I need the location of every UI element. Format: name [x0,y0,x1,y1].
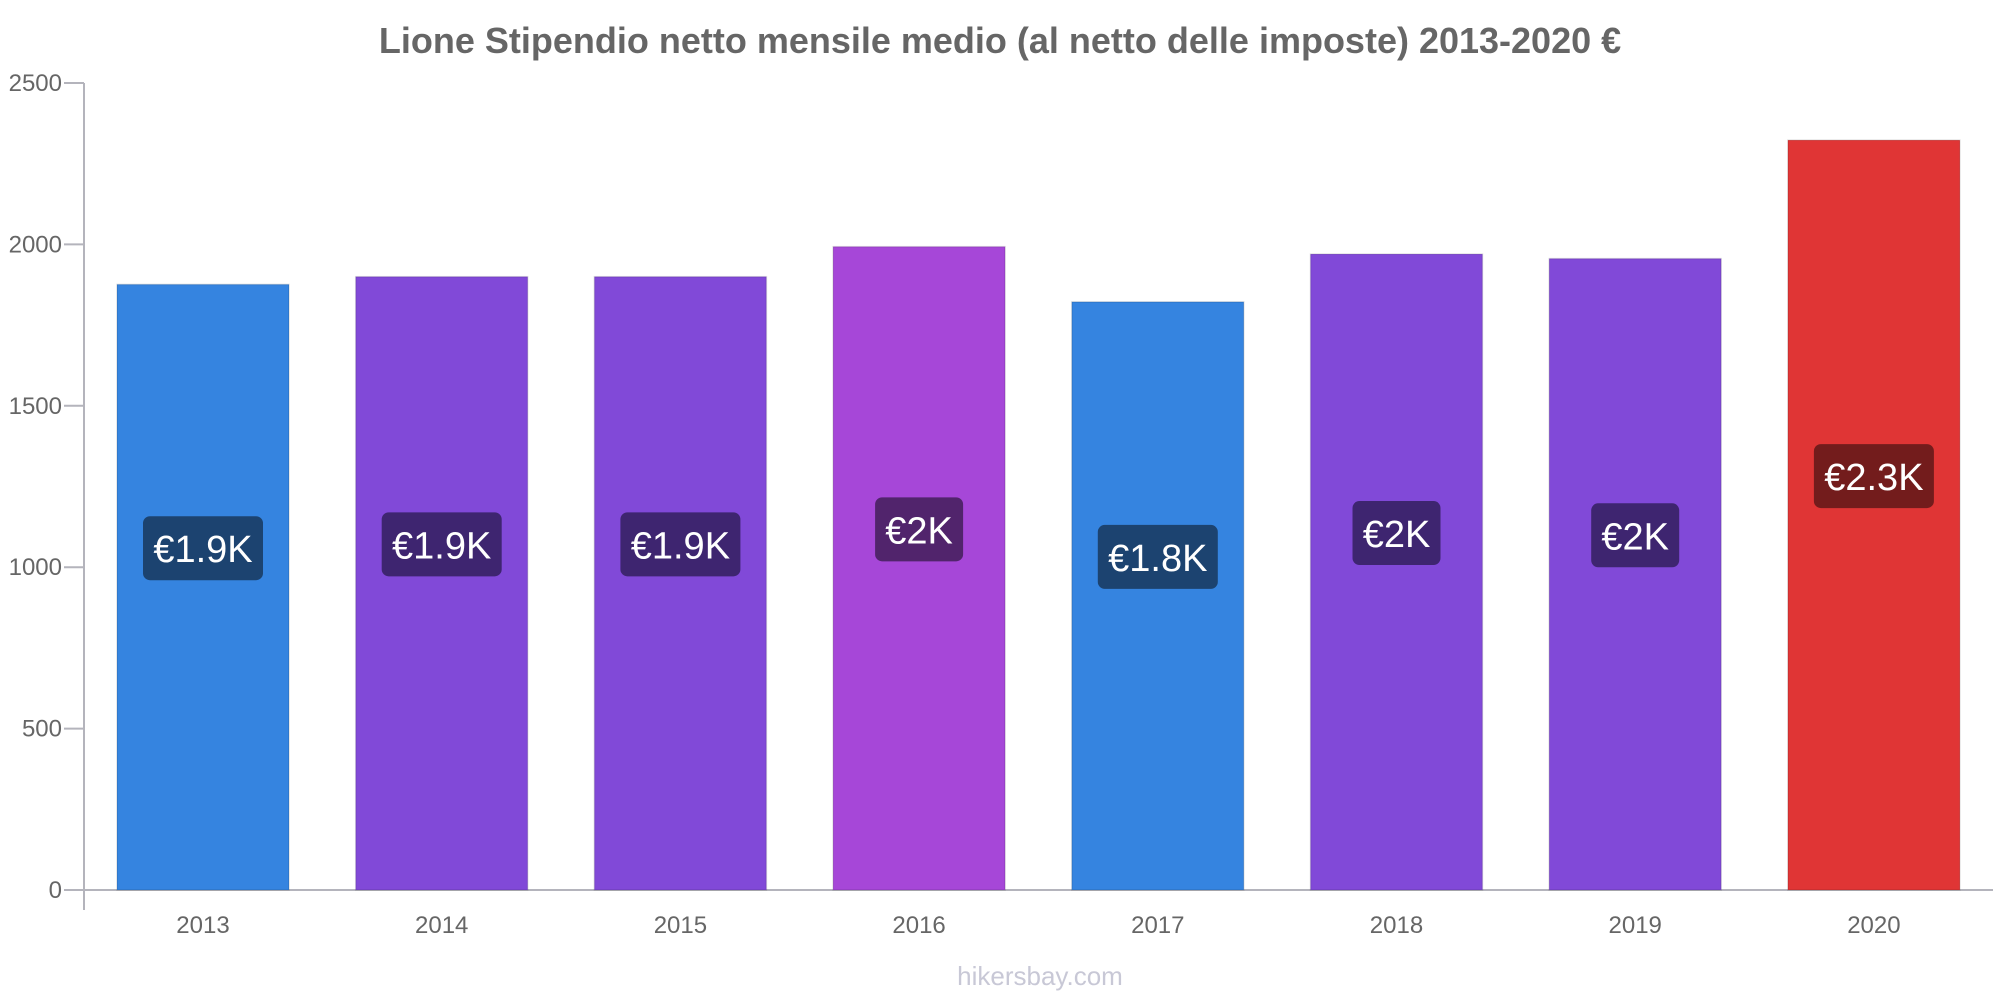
x-tick-label: 2019 [1609,912,1662,939]
value-label-2020: €2.3K [1813,444,1934,509]
bar-2014[interactable] [354,275,529,891]
value-label-box [143,516,263,581]
value-label-text: €1.9K [153,529,252,571]
x-tick-label: 2015 [654,912,707,939]
chart-title: Lione Stipendio netto mensile medio (al … [379,20,1621,61]
source-watermark[interactable]: hikersbay.com [957,961,1123,991]
x-tick-label: 2013 [176,912,229,939]
bar-2017[interactable] [1071,301,1245,891]
y-tick-label: 1000 [9,554,62,581]
value-labels: €1.9K €1.9K €1.9K €2K €1.8K €2K €2K €2.3K [143,444,1934,589]
bar-2018[interactable] [1309,253,1484,891]
y-tick-label: 2500 [9,70,62,97]
value-label-box [875,497,964,562]
x-tick-label: 2020 [1847,912,1900,939]
value-label-2019: €2K [1591,503,1680,568]
y-tick-label: 500 [22,716,62,743]
value-label-text: €2K [1363,514,1431,556]
bars [116,139,1961,891]
value-label-text: €1.9K [631,525,730,567]
value-label-2018: €2K [1352,501,1441,566]
value-label-box [381,512,502,577]
value-label-text: €2K [885,510,953,552]
bar-2019[interactable] [1548,257,1722,891]
value-label-2017: €1.8K [1097,524,1218,589]
x-tick-label: 2018 [1370,912,1423,939]
bar-2013[interactable] [116,283,290,891]
bar-2015[interactable] [593,275,768,891]
y-tick-label: 2000 [9,231,62,258]
value-label-2014: €1.9K [381,512,502,577]
value-label-2016: €2K [875,497,964,562]
value-label-text: €2.3K [1824,457,1923,499]
value-label-box [1813,444,1934,509]
value-label-box [620,512,741,577]
x-tick-labels: 2013 2014 2015 2016 2017 2018 2019 2020 [176,912,1900,939]
bar-2016[interactable] [832,245,1006,891]
bar-2020[interactable] [1787,139,1961,891]
value-label-2013: €1.9K [143,516,263,581]
value-label-text: €1.9K [392,525,491,567]
x-tick-label: 2017 [1131,912,1184,939]
y-tick-labels: 0 500 1000 1500 2000 2500 [9,70,84,904]
x-tick-label: 2014 [415,912,468,939]
value-label-text: €2K [1601,516,1669,558]
value-label-text: €1.8K [1108,538,1207,580]
value-label-box [1097,524,1218,589]
value-label-box [1591,503,1680,568]
y-tick-label: 1500 [9,393,62,420]
value-label-2015: €1.9K [620,512,741,577]
y-tick-label: 0 [49,877,62,904]
value-label-box [1352,501,1441,566]
x-tick-label: 2016 [892,912,945,939]
